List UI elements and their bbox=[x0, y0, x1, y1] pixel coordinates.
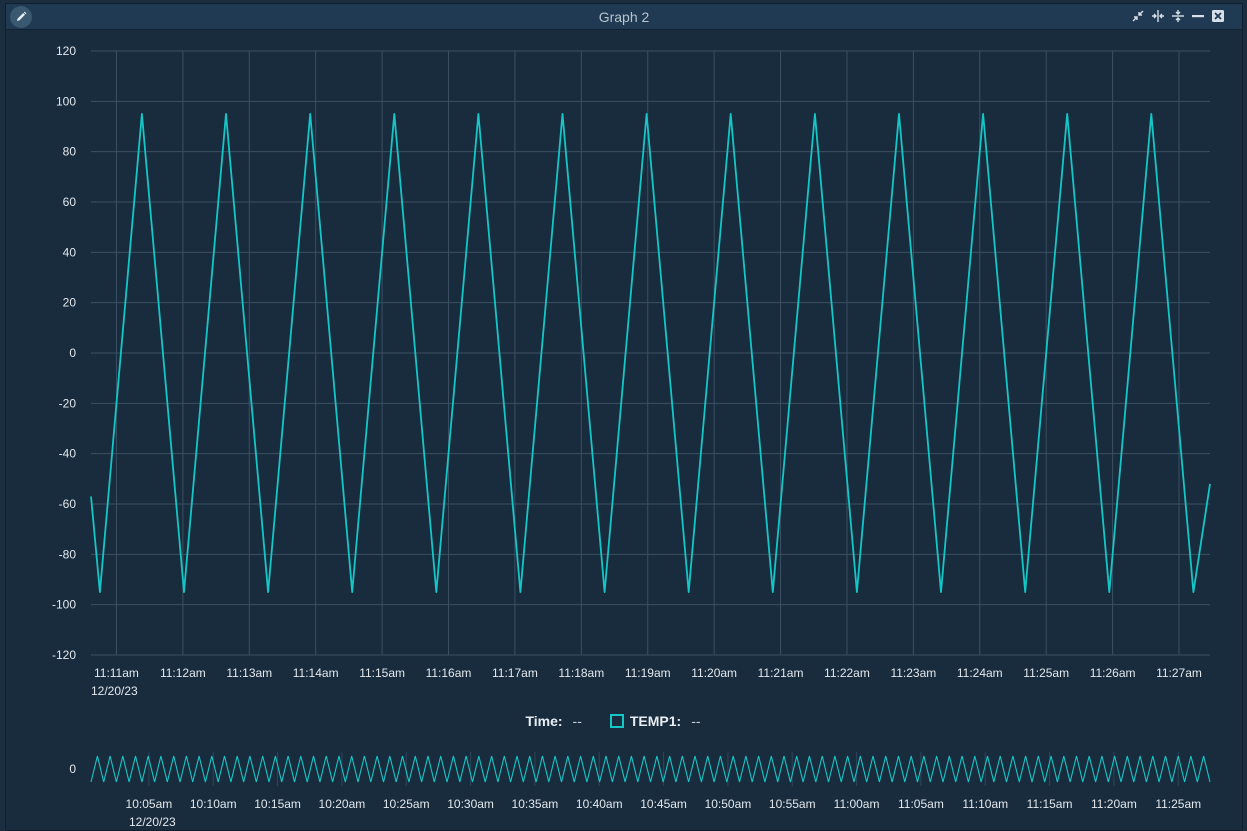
x-date-label: 12/20/23 bbox=[91, 684, 138, 698]
overview-x-tick-label: 10:15am bbox=[254, 797, 301, 811]
series-line-temp1 bbox=[90, 113, 1211, 593]
overview-y-tick-label: 0 bbox=[69, 762, 76, 776]
window-title: Graph 2 bbox=[598, 9, 650, 25]
x-tick-label: 11:12am bbox=[160, 666, 206, 680]
x-tick-label: 11:17am bbox=[492, 666, 538, 680]
overview-x-tick-label: 10:05am bbox=[126, 797, 173, 811]
overview-x-tick-label: 10:55am bbox=[769, 797, 816, 811]
overview-chart[interactable]: 0 10:05am 10:10am 10:15am 10:20am 10:25am 10:3… bbox=[6, 744, 1242, 830]
series-swatch-temp1[interactable] bbox=[609, 714, 624, 728]
overview-x-tick-label: 10:35am bbox=[512, 797, 559, 811]
overview-x-tick-label: 11:00am bbox=[834, 797, 880, 811]
overview-x-tick-label: 10:25am bbox=[383, 797, 430, 811]
overview-x-tick-label: 11:10am bbox=[962, 797, 1008, 811]
y-tick-label: 100 bbox=[56, 94, 76, 108]
x-tick-label: 11:15am bbox=[359, 666, 405, 680]
overview-x-tick-label: 10:40am bbox=[576, 797, 623, 811]
pencil-icon[interactable] bbox=[10, 6, 32, 28]
x-tick-label: 11:13am bbox=[226, 666, 272, 680]
legend: Time: -- TEMP1: -- bbox=[6, 713, 1242, 729]
overview-x-tick-label: 11:15am bbox=[1027, 797, 1073, 811]
title-bar: Graph 2 bbox=[6, 4, 1242, 30]
x-tick-label: 11:20am bbox=[691, 666, 737, 680]
overview-x-tick-label: 11:05am bbox=[898, 797, 944, 811]
time-label: Time: bbox=[525, 713, 563, 729]
main-chart[interactable]: 120 100 80 60 40 20 0 -20 -40 -60 -80 -100 -120 11:11… bbox=[6, 31, 1242, 707]
x-tick-label: 11:18am bbox=[558, 666, 604, 680]
y-tick-label: -100 bbox=[52, 598, 76, 612]
series-label-temp1: TEMP1: bbox=[629, 713, 682, 729]
overview-x-tick-label: 10:20am bbox=[319, 797, 366, 811]
y-tick-label: 0 bbox=[69, 346, 76, 360]
close-icon[interactable] bbox=[1210, 8, 1226, 24]
overview-x-tick-label: 10:45am bbox=[640, 797, 687, 811]
graph-window: Graph 2 bbox=[5, 3, 1243, 831]
overview-series-line-temp1 bbox=[90, 755, 1211, 783]
y-tick-label: -120 bbox=[52, 648, 76, 662]
x-tick-label: 11:25am bbox=[1023, 666, 1069, 680]
x-tick-label: 11:16am bbox=[426, 666, 472, 680]
y-tick-label: 20 bbox=[63, 296, 77, 310]
x-tick-label: 11:24am bbox=[957, 666, 1003, 680]
x-tick-label: 11:23am bbox=[890, 666, 936, 680]
overview-x-tick-label: 10:10am bbox=[190, 797, 237, 811]
series-value-temp1: -- bbox=[691, 713, 701, 729]
x-tick-label: 11:26am bbox=[1090, 666, 1136, 680]
y-tick-label: 40 bbox=[63, 245, 77, 259]
time-value: -- bbox=[572, 713, 582, 729]
y-tick-label: 80 bbox=[63, 145, 77, 159]
x-tick-label: 11:11am bbox=[94, 666, 139, 680]
y-tick-label: -40 bbox=[59, 447, 77, 461]
minimize-icon[interactable] bbox=[1190, 8, 1206, 24]
x-tick-label: 11:27am bbox=[1156, 666, 1202, 680]
x-tick-label: 11:19am bbox=[625, 666, 671, 680]
x-tick-label: 11:21am bbox=[758, 666, 804, 680]
overview-date-label: 12/20/23 bbox=[129, 815, 176, 829]
overview-x-tick-label: 11:25am bbox=[1155, 797, 1201, 811]
x-tick-label: 11:22am bbox=[824, 666, 870, 680]
overview-x-tick-label: 10:30am bbox=[447, 797, 494, 811]
y-tick-label: -20 bbox=[59, 396, 77, 410]
split-horizontal-icon[interactable] bbox=[1150, 8, 1166, 24]
y-tick-label: 60 bbox=[63, 195, 77, 209]
overview-x-tick-label: 10:50am bbox=[705, 797, 752, 811]
overview-x-tick-label: 11:20am bbox=[1091, 797, 1137, 811]
x-tick-label: 11:14am bbox=[293, 666, 339, 680]
y-tick-label: 120 bbox=[56, 44, 76, 58]
split-vertical-icon[interactable] bbox=[1170, 8, 1186, 24]
y-tick-label: -80 bbox=[59, 547, 77, 561]
collapse-arrows-icon[interactable] bbox=[1130, 8, 1146, 24]
y-tick-label: -60 bbox=[59, 497, 77, 511]
